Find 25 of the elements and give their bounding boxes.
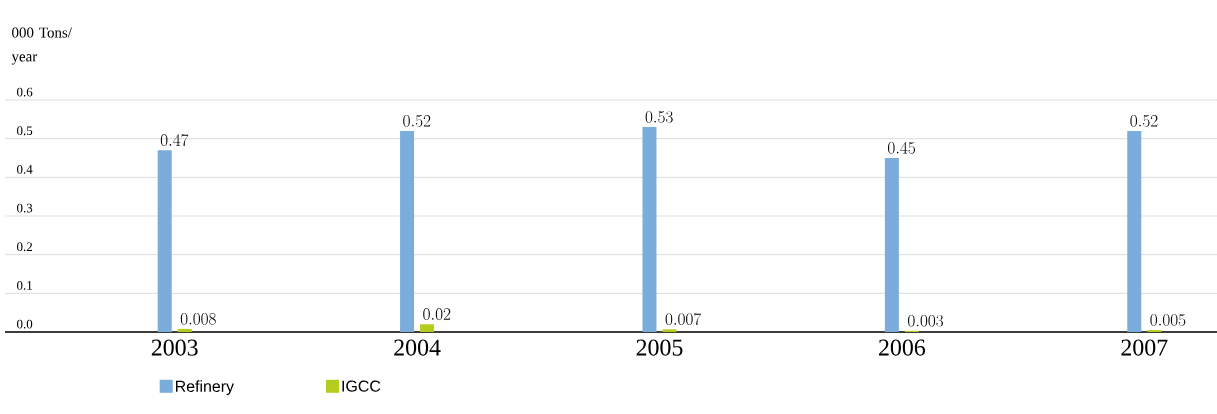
data-label: 0.47 [160,134,189,147]
y-tick-label: 0.6 [17,87,33,97]
y-tick-label: 0.1 [17,281,32,290]
x-tick-label: 2007 [1121,339,1168,356]
data-label: 0.52 [1130,115,1158,127]
data-label: 0.53 [645,111,673,123]
data-label: 0.52 [403,115,431,127]
legend-label: IGCC [342,380,381,392]
y-tick-label: 0.4 [17,165,33,174]
data-label: 0.007 [665,313,702,326]
legend-label: Refinery [175,380,234,396]
x-tick-label: 2005 [636,339,683,356]
data-label: 0.45 [888,141,916,154]
y-tick-label: 0.2 [17,242,32,252]
data-label: 0.02 [423,308,451,321]
data-label: 0.005 [1150,314,1186,326]
x-tick-label: 2004 [394,339,441,356]
data-label: 0.003 [908,314,944,327]
y-tick-label: 0.3 [17,203,33,213]
y-axis-title: 000 Tons/ year [11,27,72,65]
x-tick-label: 2003 [151,339,198,356]
x-tick-label: 2006 [879,339,926,356]
y-tick-label: 0.0 [17,319,33,329]
data-label: 0.008 [180,313,216,325]
y-tick-label: 0.5 [17,126,33,136]
